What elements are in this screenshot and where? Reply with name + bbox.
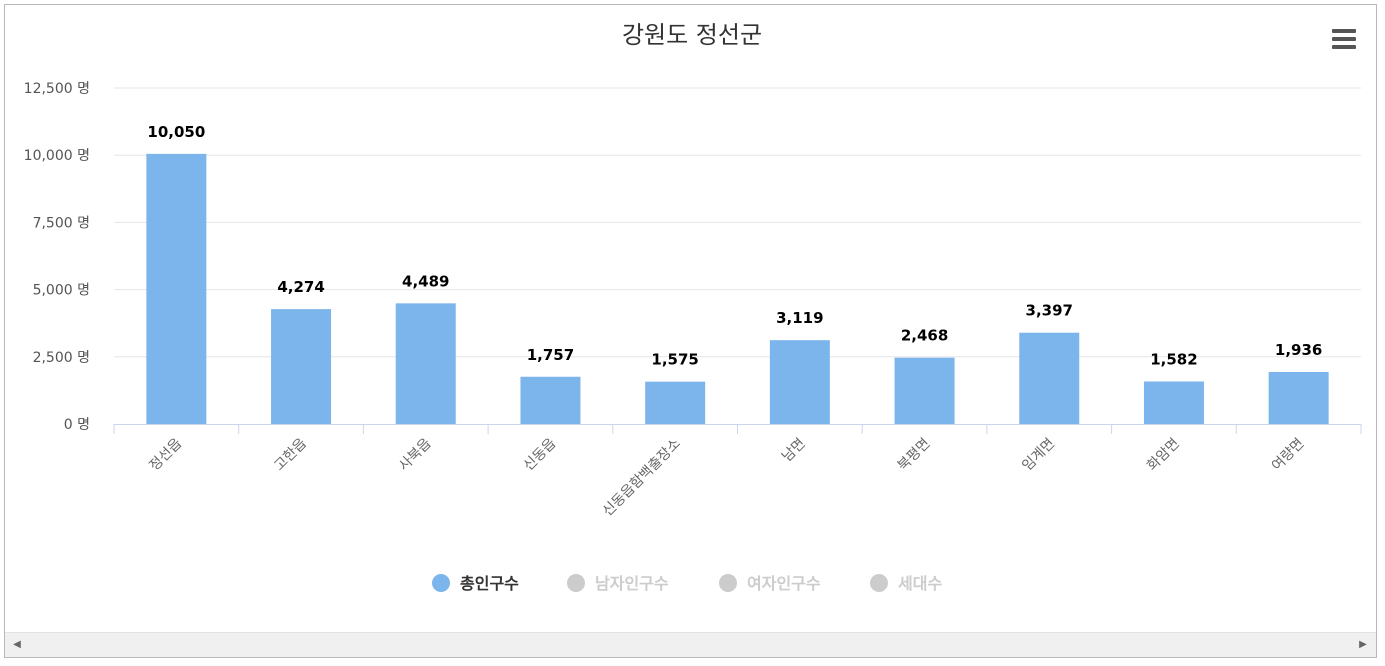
legend-label: 총인구수 <box>460 574 519 593</box>
data-label: 1,757 <box>527 346 574 364</box>
chart-container <box>4 4 1377 658</box>
legend-label: 남자인구수 <box>595 574 669 593</box>
legend-marker-icon <box>567 574 585 592</box>
bar <box>146 153 207 424</box>
bar-series <box>146 153 1329 424</box>
data-label: 1,575 <box>651 351 698 369</box>
x-tick-label: 사북읍 <box>396 435 435 474</box>
x-tick-label: 정선읍 <box>147 435 186 474</box>
x-tick-label: 남면 <box>779 436 809 466</box>
y-tick-label: 5,000 명 <box>33 283 90 299</box>
data-label: 1,936 <box>1275 341 1322 359</box>
y-tick-label: 10,000 명 <box>24 148 90 164</box>
y-tick-label: 2,500 명 <box>33 350 90 366</box>
data-label: 1,582 <box>1150 350 1197 368</box>
bar <box>395 303 456 424</box>
x-tick-label: 신동읍함백출장소 <box>600 435 684 519</box>
data-labels: 10,050 4,274 4,489 1,757 1,575 3,119 2,468 3,39… <box>147 123 1322 369</box>
x-tick-label: 화암면 <box>1144 436 1183 475</box>
legend-label: 여자인구수 <box>747 574 821 593</box>
bar <box>894 357 955 424</box>
legend-marker-icon <box>719 574 737 592</box>
legend-item[interactable]: 남자인구수 <box>567 574 669 593</box>
data-label: 4,489 <box>402 272 449 290</box>
x-tick-label: 신동읍 <box>521 435 560 474</box>
data-label: 2,468 <box>901 327 948 345</box>
x-axis: 정선읍 고한읍 사북읍 신동읍 신동읍함백출장소 남면 북평면 임계면 화암면 여량면 <box>113 424 1362 520</box>
bar <box>271 309 332 424</box>
legend: 총인구수 남자인구수 여자인구수 세대수 <box>432 574 942 593</box>
chart-title: 강원도 정선군 <box>622 21 762 49</box>
arrow-left-icon[interactable]: ◀ <box>13 639 21 650</box>
x-tick-label: 북평면 <box>895 436 934 475</box>
bar <box>520 376 581 424</box>
legend-item[interactable]: 총인구수 <box>432 574 519 593</box>
x-tick-label: 여량면 <box>1269 436 1308 475</box>
menu-line <box>1332 45 1356 49</box>
y-tick-label: 12,500 명 <box>24 81 90 97</box>
legend-item[interactable]: 여자인구수 <box>719 574 821 593</box>
data-label: 4,274 <box>277 278 324 296</box>
data-label: 10,050 <box>147 123 205 141</box>
legend-marker-icon <box>870 574 888 592</box>
x-tick-label: 고한읍 <box>271 435 310 474</box>
x-tick-label: 임계면 <box>1019 436 1058 475</box>
bar <box>645 381 706 424</box>
y-tick-label: 7,500 명 <box>33 215 90 231</box>
data-label: 3,397 <box>1026 302 1073 320</box>
legend-item[interactable]: 세대수 <box>870 574 942 593</box>
bar <box>1019 332 1080 424</box>
legend-label: 세대수 <box>898 574 942 593</box>
y-axis: 0 명 2,500 명 5,000 명 7,500 명 10,000 명 12,500 명 <box>24 81 90 433</box>
bar <box>1143 381 1204 424</box>
menu-line <box>1332 29 1356 33</box>
bar <box>1268 371 1329 424</box>
horizontal-scrollbar[interactable]: ◀ ▶ <box>5 632 1376 657</box>
data-label: 3,119 <box>776 309 823 327</box>
hamburger-menu-icon[interactable] <box>1329 26 1359 52</box>
legend-marker-icon <box>432 574 450 592</box>
arrow-right-icon[interactable]: ▶ <box>1359 639 1367 650</box>
menu-line <box>1332 37 1356 41</box>
bar <box>769 340 830 424</box>
y-tick-label: 0 명 <box>64 417 90 433</box>
